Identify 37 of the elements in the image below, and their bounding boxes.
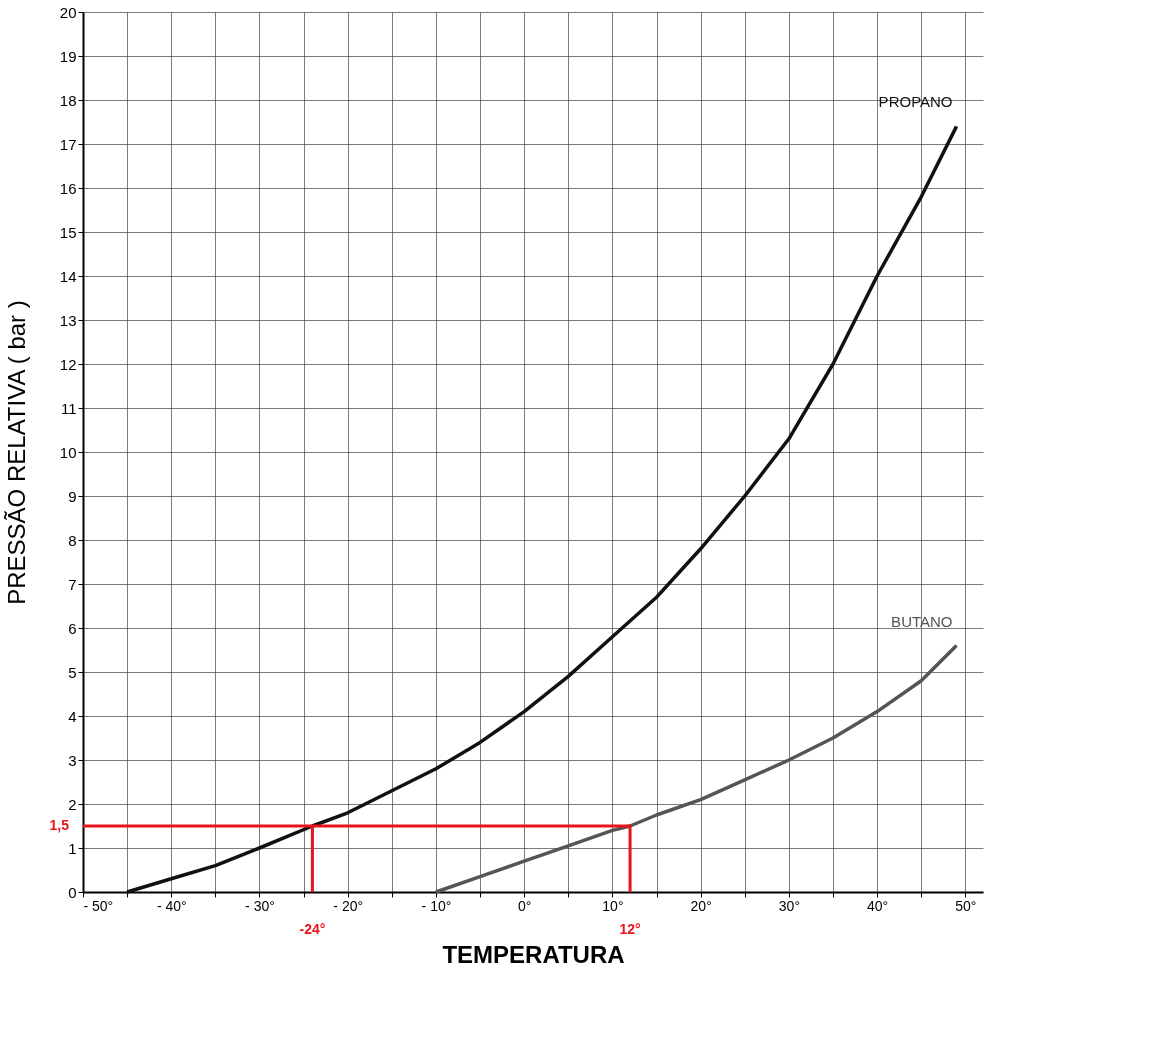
- x-tick-label: - 30°: [245, 897, 275, 914]
- y-tick-label: 8: [68, 531, 77, 549]
- y-tick-label: 6: [68, 619, 77, 637]
- y-tick-label: 17: [59, 135, 77, 153]
- x-tick-label: 20°: [690, 897, 712, 914]
- x-tick-label: - 40°: [156, 897, 187, 914]
- y-tick-label: 3: [68, 751, 77, 769]
- y-tick-label: 13: [59, 311, 77, 329]
- y-tick-label: 2: [68, 795, 77, 813]
- x-tick-label: 10°: [602, 897, 624, 914]
- y-tick-label: 18: [59, 91, 77, 109]
- x-tick-label: 0°: [517, 897, 532, 914]
- y-tick-label: 11: [60, 399, 77, 417]
- y-tick-label: 20: [59, 3, 77, 21]
- y-tick-label: 4: [68, 707, 77, 725]
- x-axis-title: TEMPERATURA: [442, 940, 625, 968]
- x-tick-label: - 10°: [421, 897, 452, 914]
- y-axis-title: PRESSÃO RELATIVA ( bar ): [2, 300, 30, 605]
- y-tick-label: 0: [68, 883, 77, 901]
- x-tick-label: 30°: [778, 897, 800, 914]
- y-tick-label: 15: [59, 223, 77, 241]
- annotation: 1,5: [49, 817, 70, 833]
- y-tick-label: 16: [59, 179, 77, 197]
- annotation: 12°: [619, 921, 641, 937]
- x-tick-label: - 20°: [333, 897, 364, 914]
- y-tick-label: 7: [68, 575, 77, 593]
- x-tick-label: - 50°: [83, 897, 114, 914]
- y-tick-label: 14: [59, 267, 77, 285]
- y-tick-label: 9: [68, 487, 77, 505]
- y-tick-label: 19: [59, 47, 77, 65]
- annotation: -24°: [299, 921, 326, 937]
- x-tick-label: 40°: [867, 897, 889, 914]
- y-tick-label: 5: [68, 663, 77, 681]
- y-tick-label: 10: [59, 443, 77, 461]
- x-tick-label: 50°: [955, 897, 977, 914]
- y-tick-label: 1: [68, 839, 77, 857]
- y-tick-label: 12: [59, 355, 77, 373]
